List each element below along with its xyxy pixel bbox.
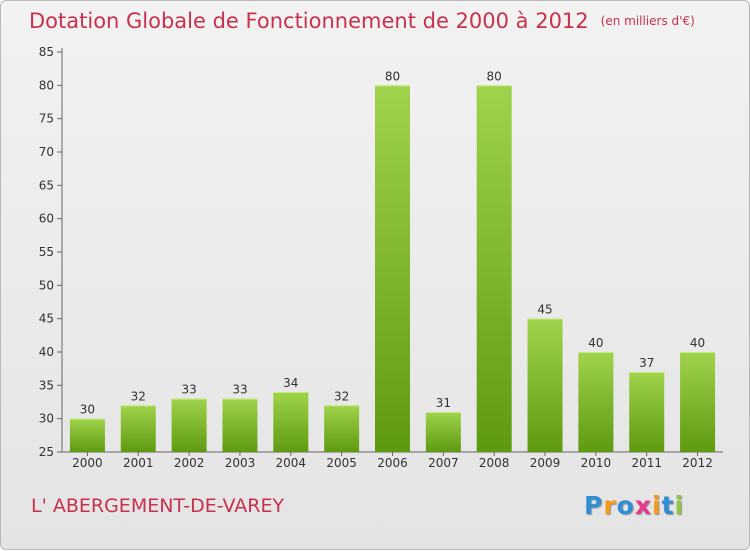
data-label: 37 — [639, 356, 654, 370]
x-tick-label: 2006 — [377, 456, 408, 470]
x-tick-label: 2002 — [174, 456, 205, 470]
commune-name: L' ABERGEMENT-DE-VAREY — [31, 495, 285, 517]
logo-letter: r — [603, 491, 617, 520]
data-label: 33 — [181, 383, 196, 397]
chart-axes: 25 30 35 40 45 50 55 60 65 70 75 80 85 — [39, 45, 723, 459]
x-tick-label: 2011 — [631, 456, 662, 470]
x-tick-label: 2000 — [72, 456, 103, 470]
bar-2008 — [476, 85, 512, 452]
data-label: 31 — [436, 396, 451, 410]
data-label: 30 — [80, 403, 95, 417]
bar-2012 — [680, 352, 716, 452]
logo-letter: i — [674, 491, 685, 520]
y-tick-label: 85 — [39, 45, 54, 59]
logo-letter: i — [652, 491, 662, 520]
x-tick-label: 2012 — [682, 456, 713, 470]
data-label: 32 — [131, 389, 146, 403]
data-label: 34 — [283, 376, 298, 390]
y-tick-label: 75 — [39, 112, 54, 126]
logo-letter: o — [616, 491, 635, 520]
y-tick-label: 40 — [39, 345, 54, 359]
bar-2010 — [578, 352, 614, 452]
chart-title-text: Dotation Globale de Fonctionnement de 20… — [29, 9, 589, 33]
x-tick-label: 2008 — [479, 456, 510, 470]
data-label: 32 — [334, 389, 349, 403]
logo-letter: x — [634, 491, 652, 520]
x-tick-label: 2007 — [428, 456, 459, 470]
y-tick-label: 30 — [39, 412, 54, 426]
y-tick-label: 45 — [39, 312, 54, 326]
x-tick-label: 2001 — [123, 456, 154, 470]
x-tick-label: 2004 — [276, 456, 307, 470]
chart-title: Dotation Globale de Fonctionnement de 20… — [29, 9, 695, 33]
x-tick-label: 2005 — [326, 456, 357, 470]
data-label: 80 — [487, 69, 502, 83]
x-tick-label: 2003 — [225, 456, 256, 470]
y-tick-label: 25 — [39, 445, 54, 459]
bar-2003 — [222, 398, 258, 452]
data-label: 45 — [537, 303, 552, 317]
chart-labels: 2000 30 2001 32 2002 33 2003 33 2004 34 2005 32 2006… — [72, 69, 713, 470]
y-tick-label: 35 — [39, 378, 54, 392]
x-tick-label: 2010 — [581, 456, 612, 470]
bar-2002 — [171, 398, 207, 452]
x-tick-label: 2009 — [530, 456, 561, 470]
bar-2004 — [273, 392, 309, 452]
y-tick-label: 60 — [39, 212, 54, 226]
logo-letter: P — [584, 491, 604, 520]
logo-letter: t — [661, 491, 675, 520]
proxiti-logo: Proxiti — [584, 491, 684, 520]
y-tick-label: 55 — [39, 245, 54, 259]
bar-2006 — [375, 85, 410, 452]
data-label: 33 — [232, 383, 247, 397]
data-label: 40 — [690, 336, 705, 350]
y-tick-label: 65 — [39, 178, 54, 192]
data-label: 40 — [588, 336, 603, 350]
bar-2005 — [324, 405, 360, 452]
bar-2011 — [629, 372, 665, 452]
data-label: 80 — [385, 69, 400, 83]
bar-2000 — [69, 418, 105, 452]
y-tick-label: 70 — [39, 145, 54, 159]
y-tick-label: 50 — [39, 278, 54, 292]
chart-unit-label: (en milliers d'€) — [600, 14, 695, 28]
bar-2007 — [425, 412, 461, 452]
bar-2009 — [527, 318, 563, 452]
chart-bars — [69, 85, 716, 452]
y-tick-label: 80 — [39, 78, 54, 92]
bar-2001 — [120, 405, 156, 452]
